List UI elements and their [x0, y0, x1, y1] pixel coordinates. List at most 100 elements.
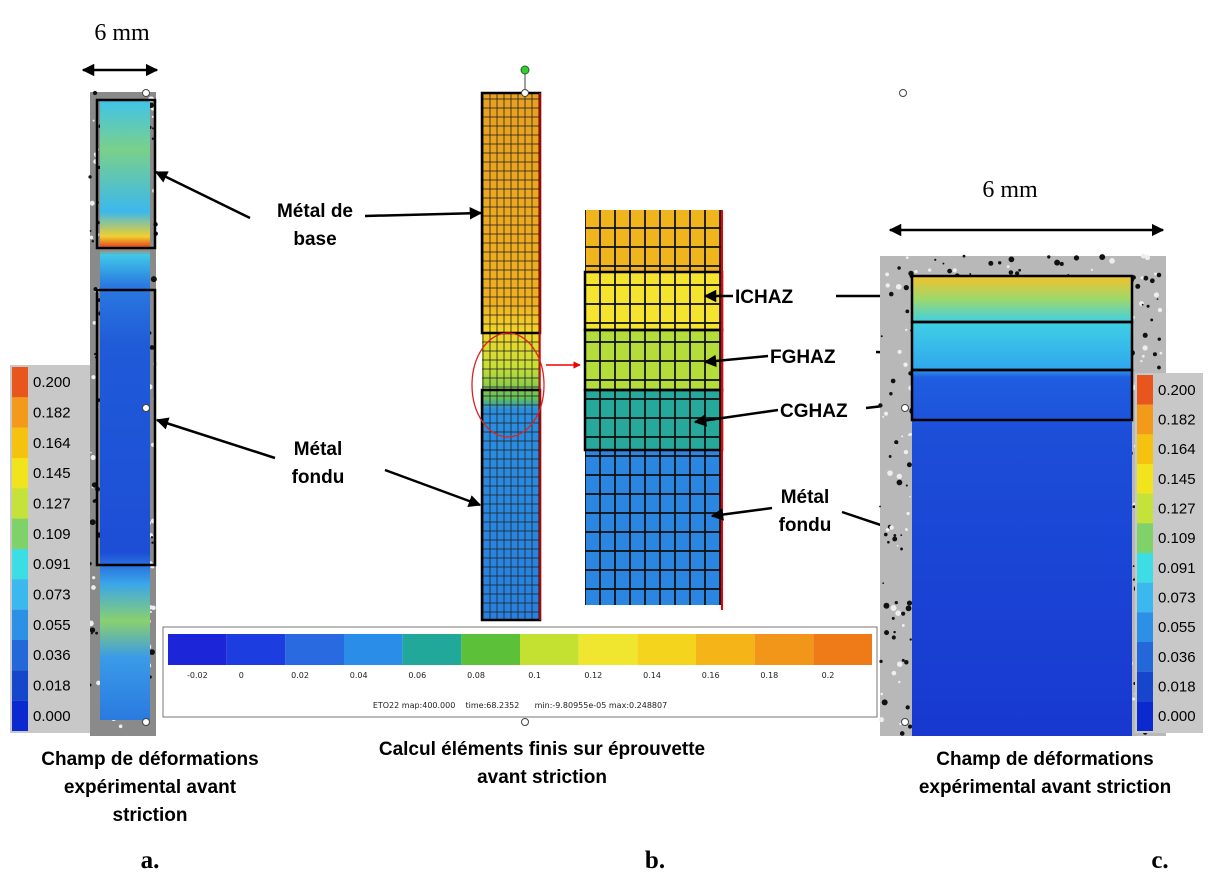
caption: Calcul éléments finis sur éprouvette — [379, 739, 705, 760]
speckle — [92, 321, 97, 325]
colorbar-label: 0.12 — [584, 671, 602, 680]
speckle — [883, 602, 890, 609]
colorbar-label: 0.164 — [1158, 441, 1196, 458]
swatch — [813, 634, 872, 665]
speckle — [1157, 365, 1161, 370]
swatch — [1137, 523, 1153, 553]
colorbar-info: ETO22 map:400.000 time:68.2352 min:-9.80… — [373, 701, 667, 710]
speckle — [891, 616, 895, 620]
swatch — [520, 634, 579, 665]
colorbar-label: 0.073 — [1158, 590, 1196, 607]
speckle — [93, 352, 97, 356]
speckle — [92, 90, 98, 96]
fe-mesh — [482, 93, 540, 620]
scale-label: 6 mm — [982, 177, 1038, 203]
speckle — [896, 473, 903, 480]
arrow — [384, 468, 482, 507]
arrow — [154, 170, 251, 220]
colorbar-label: 0.200 — [1158, 382, 1196, 399]
swatch — [637, 634, 696, 665]
speckle — [1047, 255, 1051, 259]
swatch — [1137, 493, 1153, 524]
swatch — [12, 367, 28, 398]
speckle — [903, 362, 908, 367]
speckle — [900, 534, 903, 537]
speckle — [903, 285, 909, 291]
swatch — [1137, 642, 1153, 672]
speckle — [885, 528, 890, 532]
colorbar-label: 0.18 — [760, 671, 778, 680]
swatch — [754, 634, 814, 665]
speckle — [906, 511, 910, 516]
speckle — [891, 635, 896, 640]
colorbar-label: 0.14 — [643, 671, 661, 680]
swatch — [12, 700, 28, 731]
speckle — [92, 119, 95, 122]
speckle — [1006, 265, 1010, 269]
speckle — [899, 722, 902, 726]
swatch — [578, 634, 638, 665]
speckle — [1142, 332, 1148, 338]
speckle — [906, 462, 912, 468]
speckle — [889, 391, 893, 396]
speckle — [1143, 275, 1149, 281]
label: CGHAZ — [780, 401, 848, 422]
speckle — [906, 600, 913, 606]
swatch — [1137, 434, 1153, 464]
speckle — [149, 649, 155, 656]
label: FGHAZ — [770, 347, 836, 368]
swatch — [402, 634, 462, 665]
speckle — [883, 411, 889, 416]
speckle — [905, 328, 908, 332]
speckle — [942, 262, 945, 265]
swatch — [1137, 671, 1153, 702]
speckle — [896, 544, 899, 547]
swatch — [1137, 375, 1153, 405]
speckle — [150, 276, 157, 283]
colorbar-label: 0.073 — [33, 587, 71, 604]
speckle — [1156, 272, 1162, 278]
speckle — [879, 659, 883, 664]
swatch — [285, 634, 344, 665]
speckle — [885, 272, 889, 277]
speckle — [897, 266, 901, 270]
fe-mesh — [585, 210, 722, 605]
speckle — [928, 268, 932, 272]
colorbar-label: 0.127 — [33, 496, 71, 513]
colorbar-label: 0.091 — [1158, 560, 1196, 577]
speckle — [1159, 351, 1163, 355]
handle — [520, 65, 530, 75]
speckle — [881, 699, 888, 706]
label: Métal de — [277, 201, 353, 222]
swatch — [1137, 553, 1153, 583]
speckle — [89, 200, 95, 206]
colorbar-label: 0.055 — [33, 617, 71, 634]
speckle — [92, 499, 97, 503]
colorbar-label: 0.036 — [1158, 649, 1196, 666]
speckle — [95, 631, 98, 635]
speckle — [899, 731, 905, 736]
speckle — [150, 536, 154, 539]
caption: Champ de déformations — [936, 749, 1153, 770]
speckle — [893, 534, 897, 537]
zone-box — [910, 368, 1134, 422]
speckle — [118, 724, 123, 729]
speckle — [1008, 256, 1015, 263]
speckle — [905, 605, 912, 612]
caption: avant striction — [477, 767, 607, 788]
speckle — [90, 632, 93, 635]
speckle — [895, 283, 902, 290]
speckle — [887, 540, 890, 544]
speckle — [1146, 304, 1150, 308]
speckle — [91, 585, 96, 590]
arrow — [703, 354, 769, 368]
colorbar-label: 0 — [239, 671, 244, 680]
speckle — [90, 455, 96, 461]
speckle — [1054, 259, 1061, 266]
speckle — [880, 692, 884, 696]
speckle — [889, 525, 894, 530]
colorbar-label: -0.02 — [187, 671, 208, 680]
speckle — [1152, 352, 1157, 357]
speckle — [988, 260, 994, 266]
